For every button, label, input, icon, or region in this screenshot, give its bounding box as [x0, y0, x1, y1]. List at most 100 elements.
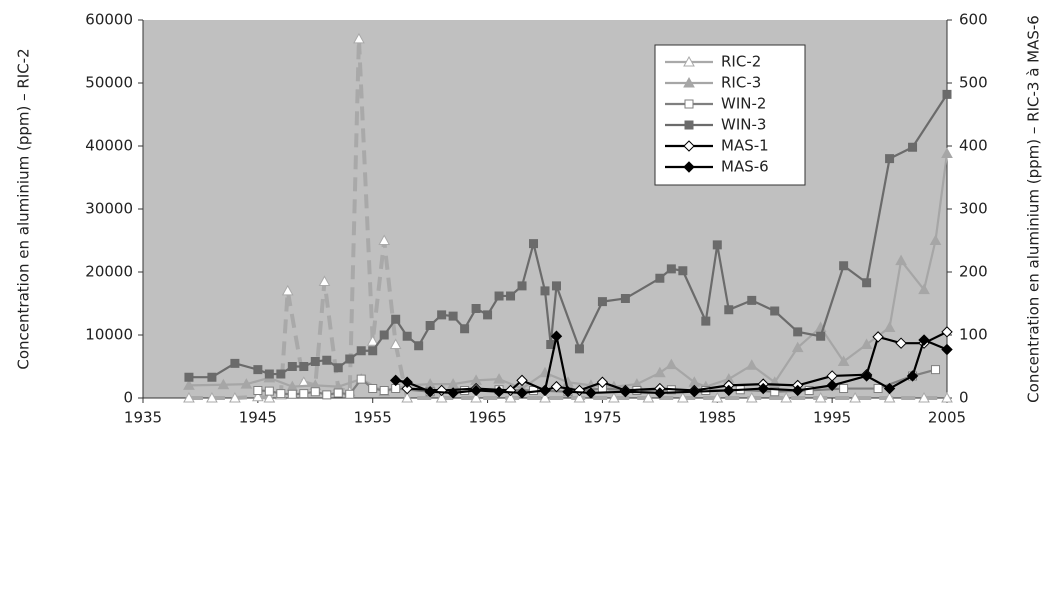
- legend-marker: [684, 120, 694, 130]
- data-point: [253, 385, 263, 395]
- data-point: [368, 384, 378, 394]
- data-point: [918, 283, 930, 295]
- y2-tick-label: 200: [959, 263, 988, 281]
- y2-tick-label: 300: [959, 200, 988, 218]
- data-point: [333, 363, 343, 373]
- data-point: [470, 391, 482, 403]
- data-point: [550, 380, 563, 393]
- data-point: [183, 391, 195, 403]
- data-point: [414, 341, 424, 351]
- data-point: [665, 358, 678, 370]
- x-tick-label: 2005: [928, 409, 966, 427]
- data-point: [264, 369, 274, 379]
- data-point: [791, 341, 804, 353]
- data-point: [895, 254, 907, 266]
- y2-tick-label: 400: [959, 137, 988, 155]
- data-point: [929, 234, 942, 245]
- data-point: [883, 321, 896, 332]
- legend-label: WIN-3: [721, 116, 766, 134]
- data-point: [322, 355, 332, 365]
- data-point: [839, 261, 849, 271]
- data-point: [494, 291, 504, 301]
- data-point: [883, 382, 896, 395]
- data-point: [217, 378, 230, 390]
- data-point: [322, 390, 332, 400]
- data-point: [550, 330, 563, 342]
- data-point: [620, 293, 630, 303]
- data-point: [184, 372, 194, 382]
- data-point: [483, 310, 493, 320]
- data-point: [425, 321, 435, 331]
- data-point: [318, 275, 331, 286]
- legend-marker: [683, 76, 695, 88]
- data-point: [447, 387, 459, 399]
- data-point: [356, 374, 366, 384]
- y2-tick-label: 600: [959, 11, 988, 29]
- x-tick-label: 1945: [239, 409, 277, 427]
- data-point: [253, 365, 263, 375]
- data-point: [448, 311, 458, 321]
- data-point: [873, 384, 883, 394]
- data-point: [183, 379, 195, 390]
- data-point: [401, 391, 414, 403]
- data-point: [745, 391, 758, 403]
- data-point: [263, 391, 276, 403]
- data-point: [401, 376, 413, 388]
- data-point: [287, 362, 297, 371]
- data-point: [379, 385, 389, 395]
- data-point: [747, 295, 757, 305]
- data-point: [310, 387, 320, 397]
- legend-marker: [683, 140, 695, 152]
- data-point: [724, 305, 734, 315]
- data-point: [816, 331, 826, 341]
- data-point: [470, 384, 482, 397]
- legend-box: [654, 44, 806, 186]
- data-point: [264, 386, 274, 396]
- data-point: [608, 391, 620, 403]
- data-point: [931, 365, 941, 375]
- data-point: [299, 362, 309, 371]
- data-point: [310, 356, 320, 366]
- y-tick-label: 50000: [85, 74, 133, 92]
- y-tick-label: 10000: [85, 326, 133, 344]
- data-point: [676, 391, 689, 403]
- legend-marker: [683, 161, 695, 173]
- legend-marker: [684, 99, 694, 109]
- data-point: [574, 344, 584, 354]
- data-point: [712, 240, 722, 250]
- data-point: [539, 384, 551, 397]
- data-point: [711, 391, 724, 403]
- data-point: [517, 281, 527, 291]
- data-point: [791, 384, 804, 397]
- data-point: [460, 324, 470, 334]
- data-point: [540, 286, 550, 296]
- data-point: [551, 281, 561, 291]
- y-axis-label: Concentration en aluminium (ppm) – RIC-2: [15, 48, 33, 369]
- y2-tick-label: 0: [959, 389, 969, 407]
- data-point: [207, 372, 217, 382]
- y-tick-label: 0: [123, 389, 133, 407]
- data-point: [206, 391, 218, 403]
- data-point: [885, 154, 895, 164]
- data-point: [229, 391, 241, 403]
- data-point: [402, 331, 412, 341]
- data-point: [299, 389, 309, 399]
- data-point: [941, 391, 953, 403]
- data-point: [389, 374, 402, 387]
- y-tick-label: 60000: [85, 11, 133, 29]
- data-point: [688, 385, 701, 398]
- data-point: [493, 385, 505, 398]
- data-point: [391, 314, 401, 324]
- data-point: [356, 346, 366, 356]
- plot-area: [143, 20, 947, 398]
- data-point: [654, 387, 666, 399]
- data-point: [745, 359, 758, 370]
- data-point: [839, 384, 849, 394]
- x-tick-label: 1935: [124, 409, 162, 427]
- legend-label: MAS-1: [721, 137, 769, 155]
- data-point: [378, 234, 391, 245]
- legend-label: MAS-6: [721, 158, 769, 176]
- x-tick-label: 1975: [583, 409, 621, 427]
- x-tick-label: 1955: [354, 409, 392, 427]
